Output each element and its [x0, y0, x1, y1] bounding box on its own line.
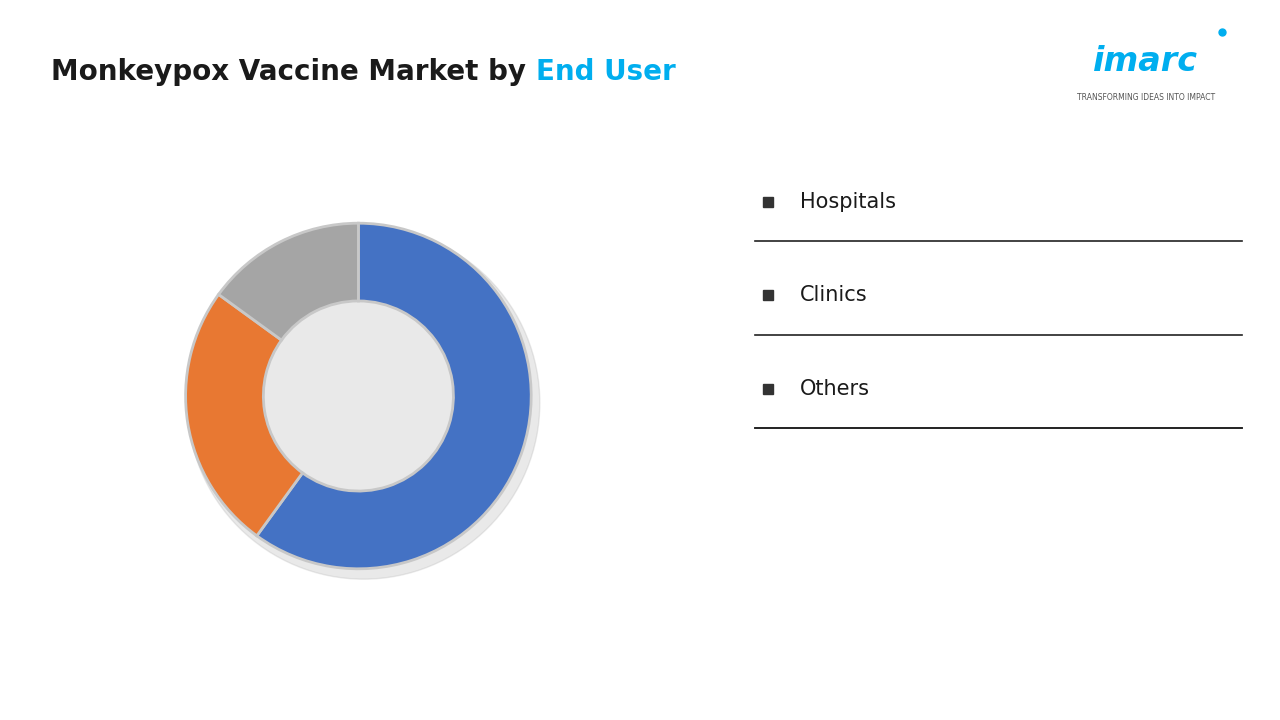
Text: imarc: imarc [1093, 45, 1198, 78]
Text: TRANSFORMING IDEAS INTO IMPACT: TRANSFORMING IDEAS INTO IMPACT [1076, 93, 1215, 102]
Wedge shape [186, 294, 302, 536]
Text: Monkeypox Vaccine Market by: Monkeypox Vaccine Market by [51, 58, 536, 86]
Text: Clinics: Clinics [800, 285, 868, 305]
Circle shape [187, 227, 540, 579]
Wedge shape [219, 223, 358, 340]
Text: Hospitals: Hospitals [800, 192, 896, 212]
Text: End User: End User [536, 58, 676, 86]
Text: Others: Others [800, 379, 870, 399]
Wedge shape [257, 223, 531, 569]
